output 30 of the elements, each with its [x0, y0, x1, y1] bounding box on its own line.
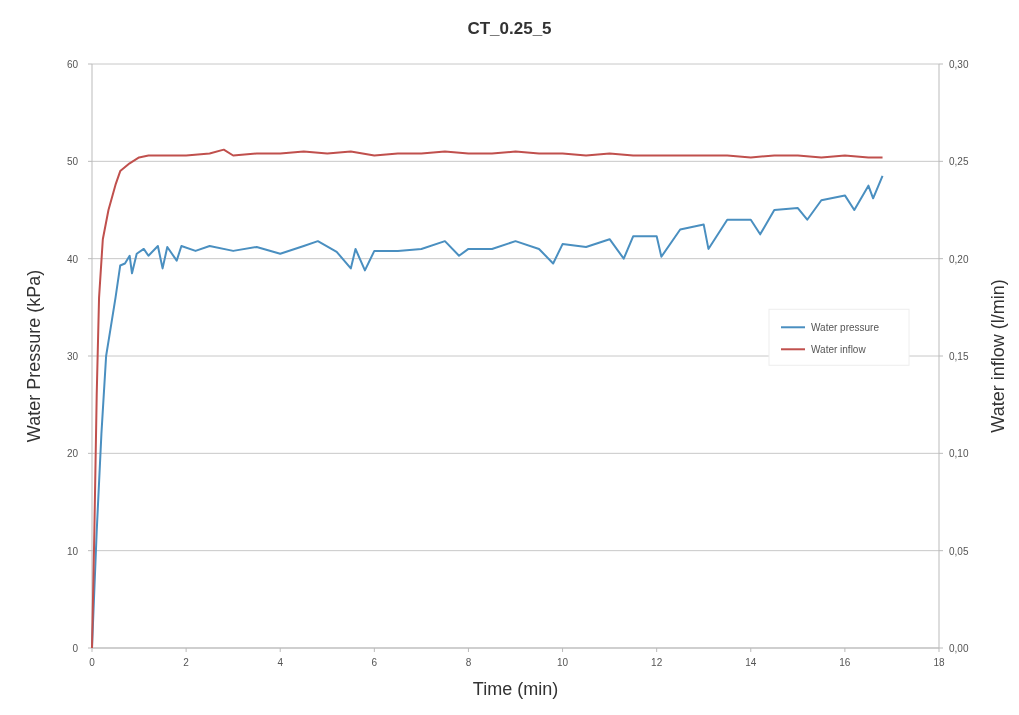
y2-axis-title: Water inflow (l/min) — [988, 279, 1008, 433]
x-tick-label: 10 — [556, 657, 569, 668]
y2-tick-label: 0,05 — [949, 545, 969, 557]
legend-label: Water inflow — [811, 344, 867, 356]
x-tick-label: 0 — [89, 657, 96, 668]
y-tick-label: 40 — [66, 253, 79, 265]
y-tick-label: 0 — [72, 643, 79, 654]
y-tick-label: 30 — [66, 351, 79, 362]
x-tick-label: 14 — [745, 657, 757, 668]
x-tick-label: 12 — [651, 657, 663, 668]
y2-tick-label: 0,00 — [949, 643, 969, 654]
y-tick-label: 10 — [66, 545, 79, 557]
y2-tick-label: 0,10 — [949, 448, 969, 460]
legend-label: Water pressure — [811, 322, 880, 334]
chart-title: CT_0.25_5 — [467, 19, 552, 38]
x-tick-label: 16 — [839, 657, 851, 668]
x-axis-title: Time (min) — [472, 679, 559, 699]
y2-tick-label: 0,20 — [949, 253, 969, 265]
x-tick-label: 18 — [933, 657, 945, 668]
y2-tick-label: 0,15 — [949, 351, 969, 362]
y2-tick-label: 0,25 — [949, 156, 969, 168]
y2-tick-label: 0,30 — [949, 59, 969, 70]
y-tick-label: 60 — [66, 59, 79, 70]
y-tick-label: 50 — [66, 156, 79, 168]
x-tick-label: 2 — [183, 657, 190, 668]
y-axis-title: Water Pressure (kPa) — [24, 269, 44, 443]
x-tick-label: 8 — [465, 657, 472, 668]
x-tick-label: 4 — [277, 657, 284, 668]
y-tick-label: 20 — [66, 448, 79, 460]
x-tick-label: 6 — [371, 657, 378, 668]
